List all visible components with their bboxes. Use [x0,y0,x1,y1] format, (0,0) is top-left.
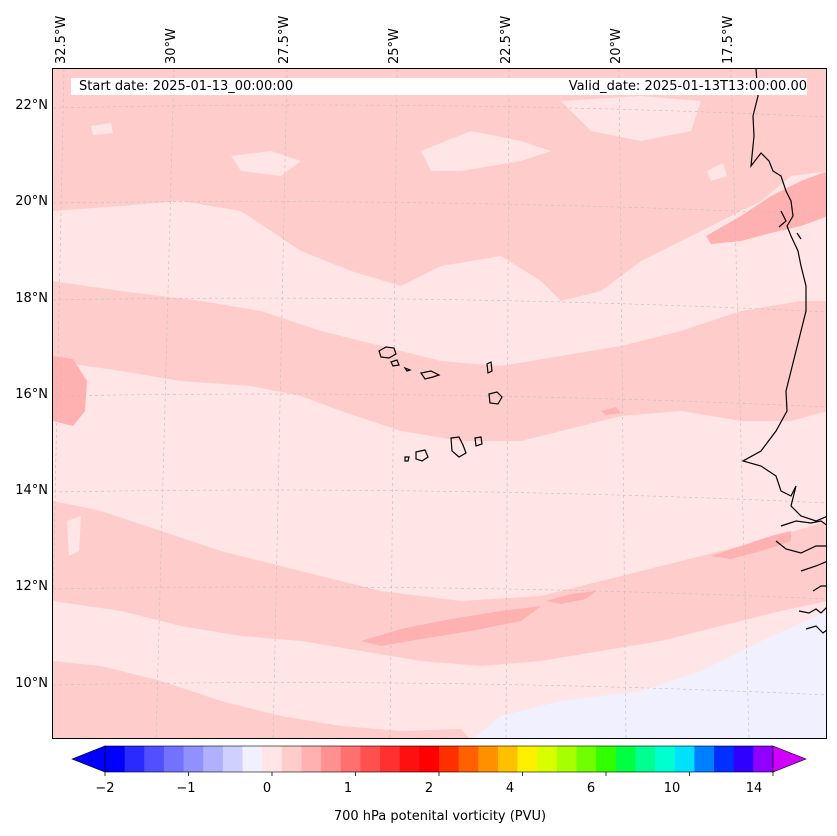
colorbar-cell [144,746,165,772]
lon-label-27-5w: 27.5°W [277,15,292,64]
colorbar-cell [419,746,440,772]
pv-strong-left [53,356,87,426]
pv-band-far-south [53,661,470,738]
map-canvas[interactable] [53,69,827,739]
lat-label-16n: 16°N [15,387,48,402]
lat-label-10n: 10°N [15,676,48,691]
lat-label-18n: 18°N [15,291,48,306]
graticule [53,69,826,738]
colorbar-cell [497,746,519,772]
colorbar-cell [655,746,676,772]
colorbar-cells [104,745,774,773]
colorbar-cell [733,746,754,772]
colorbar-cell [124,746,145,772]
lon-label-30w: 30°W [164,28,179,64]
colorbar-cell [183,746,204,772]
pv-patch-north-1 [421,131,551,171]
colorbar-tick-10: 10 [663,781,681,796]
lat-label-22n: 22°N [15,98,48,113]
colorbar-tick-2: 2 [424,781,434,796]
lon-label-17-5w: 17.5°W [721,15,736,64]
lon-label-32-5w: 32.5°W [54,15,69,64]
colorbar-cell [281,746,302,772]
colorbar-cell [360,746,381,772]
colorbar-cell [439,746,460,772]
colorbar-tick-neg1: −1 [176,781,196,796]
colorbar-cell [674,746,695,772]
colorbar-cell [163,746,185,772]
island-maio [474,436,483,447]
island-fogo [415,449,429,462]
island-santa-luzia [403,366,412,372]
pv-strong-filament-1 [361,606,541,646]
pv-patch-south-3 [131,481,151,501]
colorbar-cell [753,746,774,772]
colorbar-cell [242,746,263,772]
island-brava [404,456,410,462]
colorbar-cell [340,746,361,772]
colorbar-cell [596,746,617,772]
lat-label-14n: 14°N [15,483,48,498]
pv-band-central [53,281,826,441]
coastline-africa [741,69,826,634]
pv-strong-filament-4 [706,171,826,244]
pv-band-south [53,501,826,666]
colorbar-cell [714,746,735,772]
start-date-label: Start date: 2025-01-13_00:00:00 [71,78,539,95]
valid-date-label: Valid_date: 2025-01-13T13:00:00.00 [531,78,807,95]
colorbar-tick-1: 1 [343,781,353,796]
lon-label-22-5w: 22.5°W [499,15,514,64]
colorbar-tick-marks [104,772,774,776]
pv-patch-south-2 [67,516,81,556]
colorbar-cell [517,746,538,772]
colorbar-cell [203,746,224,772]
colorbar-tick-6: 6 [586,781,596,796]
colorbar-tick-0: 0 [262,781,272,796]
pv-patch-north-2 [561,96,701,141]
island-santiago [450,436,467,458]
colorbar-tick-neg2: −2 [95,781,115,796]
lat-label-12n: 12°N [15,579,48,594]
pv-patch-north-5 [707,163,727,181]
pv-strong-filament-5 [601,407,621,415]
lon-label-25w: 25°W [387,28,402,64]
colorbar-cell [262,746,283,772]
colorbar-cell [380,746,401,772]
colorbar-cell [556,746,578,772]
colorbar-cell [458,746,479,772]
colorbar-cell [615,746,636,772]
pv-patch-north-3 [231,151,301,176]
colorbar-cell [301,746,322,772]
pv-patch-south-1 [206,431,261,481]
colorbar-extend-low [71,745,106,773]
colorbar-tick-14: 14 [745,781,763,796]
island-boa-vista [488,391,503,405]
lon-label-20w: 20°W [609,28,624,64]
map-panel[interactable] [52,68,827,739]
colorbar-extend-high [772,745,807,773]
colorbar-cell [635,746,656,772]
islands [378,346,503,462]
island-sao-nicolau [420,370,441,380]
colorbar-cell [222,746,244,772]
island-sao-vicente [390,359,400,367]
colorbar-cell [399,746,420,772]
colorbar-cell [321,746,342,772]
colorbar-cell [576,746,597,772]
pv-strong-filament-2 [546,591,596,604]
colorbar-tick-4: 4 [505,781,515,796]
island-santo-antao [378,346,397,359]
colorbar-frame [104,745,774,773]
lat-label-20n: 20°N [15,194,48,209]
colorbar-cell [694,746,715,772]
colorbar-label: 700 hPa potenital vorticity (PVU) [333,809,547,824]
pv-low-region [473,611,826,738]
colorbar-cell [478,746,499,772]
island-sal [486,361,493,374]
pv-strong-filament-3 [711,531,791,559]
pv-patch-north-4 [91,123,113,135]
colorbar-cell [105,746,126,772]
colorbar-cell [537,746,558,772]
